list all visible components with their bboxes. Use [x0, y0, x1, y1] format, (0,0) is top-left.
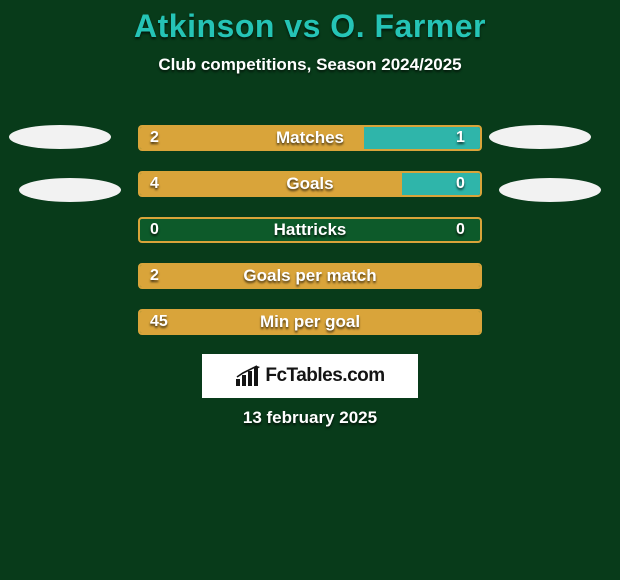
stat-row: Hattricks00 — [0, 210, 620, 256]
side-ellipse — [9, 125, 111, 149]
brand-badge: FcTables.com — [202, 354, 418, 398]
page-title: Atkinson vs O. Farmer — [0, 0, 620, 45]
stat-bar-left-fill — [140, 127, 364, 149]
stat-value-left: 2 — [150, 263, 159, 289]
stat-row: Goals per match2 — [0, 256, 620, 302]
side-ellipse — [489, 125, 591, 149]
stat-value-right: 0 — [456, 171, 465, 197]
stat-value-left: 0 — [150, 217, 159, 243]
stat-bar-track — [138, 263, 482, 289]
stat-bar-left-fill — [140, 265, 480, 287]
brand-text: FcTables.com — [265, 365, 384, 387]
stat-bar-track — [138, 171, 482, 197]
stat-value-left: 45 — [150, 309, 168, 335]
stat-bar-left-fill — [140, 311, 480, 333]
comparison-infographic: Atkinson vs O. Farmer Club competitions,… — [0, 0, 620, 580]
stat-value-right: 1 — [456, 125, 465, 151]
stat-row: Min per goal45 — [0, 302, 620, 348]
stat-value-left: 4 — [150, 171, 159, 197]
stat-value-right: 0 — [456, 217, 465, 243]
stat-value-left: 2 — [150, 125, 159, 151]
stat-rows: Matches21Goals40Hattricks00Goals per mat… — [0, 118, 620, 348]
page-subtitle: Club competitions, Season 2024/2025 — [0, 55, 620, 75]
stat-bar-left-fill — [140, 173, 402, 195]
stat-bar-track — [138, 217, 482, 243]
stat-bar-track — [138, 309, 482, 335]
side-ellipse — [19, 178, 121, 202]
stat-bar-track — [138, 125, 482, 151]
footer-date: 13 february 2025 — [0, 408, 620, 428]
stat-bar-right-fill — [402, 173, 480, 195]
side-ellipse — [499, 178, 601, 202]
brand-chart-icon — [235, 365, 261, 387]
